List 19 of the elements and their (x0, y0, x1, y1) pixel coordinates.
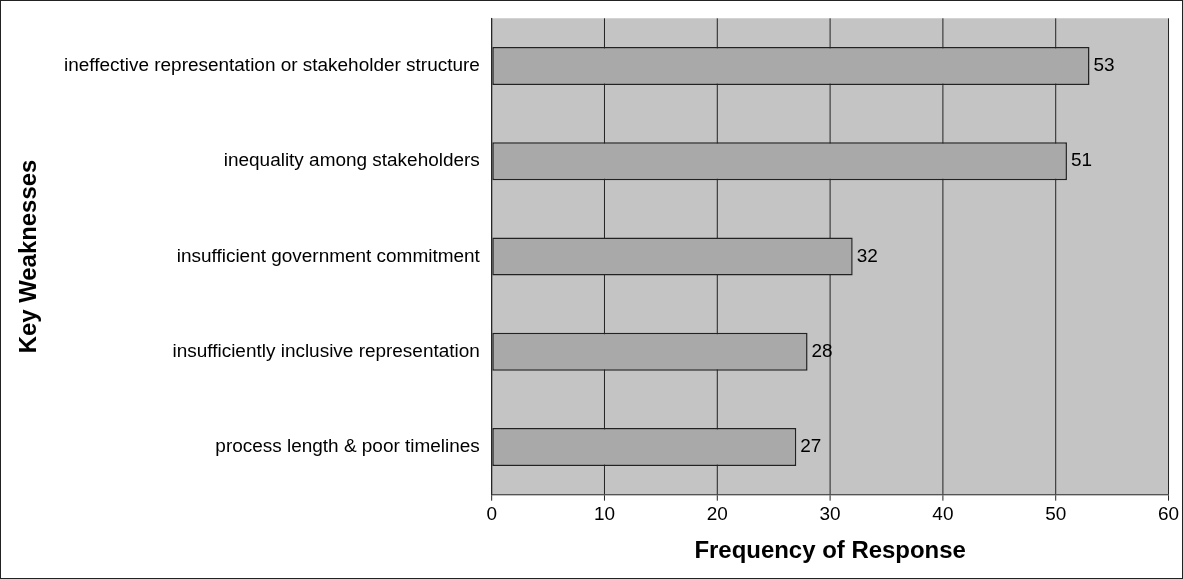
y-tick-label: insufficient government commitment (176, 244, 481, 266)
x-tick-label: 20 (706, 503, 728, 525)
data-label: 32 (856, 244, 878, 266)
data-label: 27 (800, 435, 822, 457)
x-tick-label: 30 (819, 503, 841, 525)
x-axis-title: Frequency of Response (694, 536, 966, 564)
y-tick-label: inequality among stakeholders (223, 149, 480, 171)
x-tick-label: 40 (932, 503, 954, 525)
data-label: 53 (1093, 54, 1115, 76)
x-tick-label: 60 (1157, 503, 1179, 525)
y-tick-label: ineffective representation or stakeholder structure (63, 54, 480, 76)
x-tick-label: 50 (1045, 503, 1067, 525)
y-tick-label: process length & poor timelines (215, 435, 480, 457)
data-label: 28 (811, 340, 833, 361)
data-label: 51 (1070, 149, 1093, 171)
y-tick-label: insufficiently inclusive representation (172, 340, 480, 361)
x-tick-label: 0 (486, 503, 498, 525)
y-axis-title: Key Weaknesses (13, 159, 41, 354)
x-tick-label: 10 (594, 503, 616, 525)
